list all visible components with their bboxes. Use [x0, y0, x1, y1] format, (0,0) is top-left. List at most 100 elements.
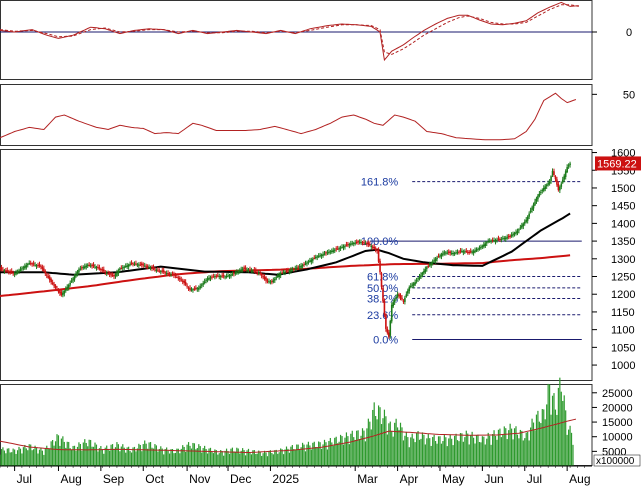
candle-body: [361, 242, 364, 244]
candle-body: [12, 272, 14, 274]
volume-bar: [547, 383, 549, 466]
volume-bar: [313, 441, 315, 466]
candle-body: [364, 243, 367, 245]
candle-body: [369, 244, 371, 246]
volume-bar: [220, 450, 222, 466]
candle-body: [428, 264, 431, 266]
candle-body: [424, 269, 427, 273]
volume-bar: [125, 452, 127, 466]
candle-body: [57, 290, 60, 292]
candle-body: [19, 269, 22, 271]
volume-bar: [196, 448, 198, 466]
volume-bar: [551, 395, 554, 466]
candle-body: [28, 263, 31, 265]
candle-body: [6, 270, 9, 272]
volume-bar: [391, 431, 393, 466]
osc1-tick-label: 0: [626, 27, 632, 39]
volume-bar: [47, 448, 49, 466]
volume-bar: [280, 448, 282, 466]
volume-unit-box: [593, 454, 641, 467]
candle-body: [366, 243, 368, 245]
candle-body: [167, 273, 169, 275]
volume-bar: [477, 434, 479, 466]
candle-body: [203, 281, 206, 284]
candle-body: [165, 272, 168, 274]
volume-bar: [562, 400, 564, 466]
candle-body: [461, 251, 463, 253]
candle-body: [421, 272, 424, 275]
volume-bar: [66, 441, 68, 466]
candle-body: [3, 270, 6, 272]
candle-body: [26, 264, 29, 266]
volume-bar: [37, 453, 39, 466]
volume-bar: [252, 450, 254, 466]
volume-bar: [291, 445, 293, 466]
volume-bar: [424, 444, 426, 466]
candle-body: [247, 269, 250, 271]
candle-body: [531, 207, 533, 211]
candle-body: [456, 252, 459, 254]
candle-body: [98, 267, 101, 269]
volume-bar: [18, 446, 20, 466]
candle-body: [233, 272, 235, 274]
candle-body: [553, 171, 555, 176]
volume-bar: [120, 446, 122, 466]
candle-body: [2, 269, 4, 271]
volume-bar: [326, 449, 329, 466]
volume-bar: [512, 439, 514, 466]
candle-body: [449, 251, 452, 253]
candle-body: [515, 232, 517, 234]
candle-body: [367, 242, 370, 245]
candle-body: [253, 269, 256, 272]
volume-bar: [572, 444, 574, 466]
volume-bar: [415, 432, 418, 466]
candle-body: [312, 258, 314, 261]
volume-bar: [57, 435, 60, 466]
volume-bar: [14, 449, 16, 466]
volume-bar: [54, 441, 57, 466]
candle-body: [371, 246, 374, 248]
candle-body: [493, 240, 495, 242]
volume-tick-label: 15000: [602, 417, 633, 429]
volume-bar: [465, 430, 467, 466]
volume-bar: [423, 434, 425, 466]
candle-body: [459, 250, 462, 252]
volume-bar: [11, 452, 13, 466]
candle-body: [342, 246, 345, 248]
candle-body: [250, 270, 253, 272]
candle-body: [88, 264, 90, 266]
volume-bar: [167, 450, 169, 466]
candle-body: [288, 270, 291, 272]
candle-body: [246, 269, 248, 271]
volume-bar: [335, 436, 337, 466]
volume-bar: [348, 444, 350, 466]
volume-bar: [119, 451, 121, 466]
candle-body: [525, 219, 528, 222]
volume-bar: [87, 446, 89, 466]
candle-body: [243, 267, 245, 269]
candle-body: [408, 287, 411, 292]
candle-body: [360, 242, 362, 244]
volume-bar: [494, 435, 497, 466]
price-tick-label: 1100: [611, 325, 635, 337]
volume-bar: [148, 442, 150, 466]
volume-bar: [228, 453, 231, 466]
candle-body: [442, 253, 444, 256]
volume-bar: [405, 431, 407, 466]
candle-body: [259, 273, 261, 275]
candle-body: [338, 248, 340, 250]
candle-body: [443, 252, 446, 254]
candle-body: [76, 271, 79, 274]
candle-body: [303, 264, 305, 266]
candle-body: [412, 283, 415, 286]
volume-bar: [550, 414, 552, 466]
volume-bar: [98, 448, 100, 466]
candle-body: [285, 270, 288, 272]
volume-bar: [328, 441, 330, 466]
candle-body: [453, 252, 456, 254]
candle-body: [159, 271, 162, 273]
volume-bar: [28, 444, 30, 466]
volume-bar: [445, 437, 447, 466]
volume-bar: [414, 442, 416, 466]
candle-body: [386, 329, 389, 333]
